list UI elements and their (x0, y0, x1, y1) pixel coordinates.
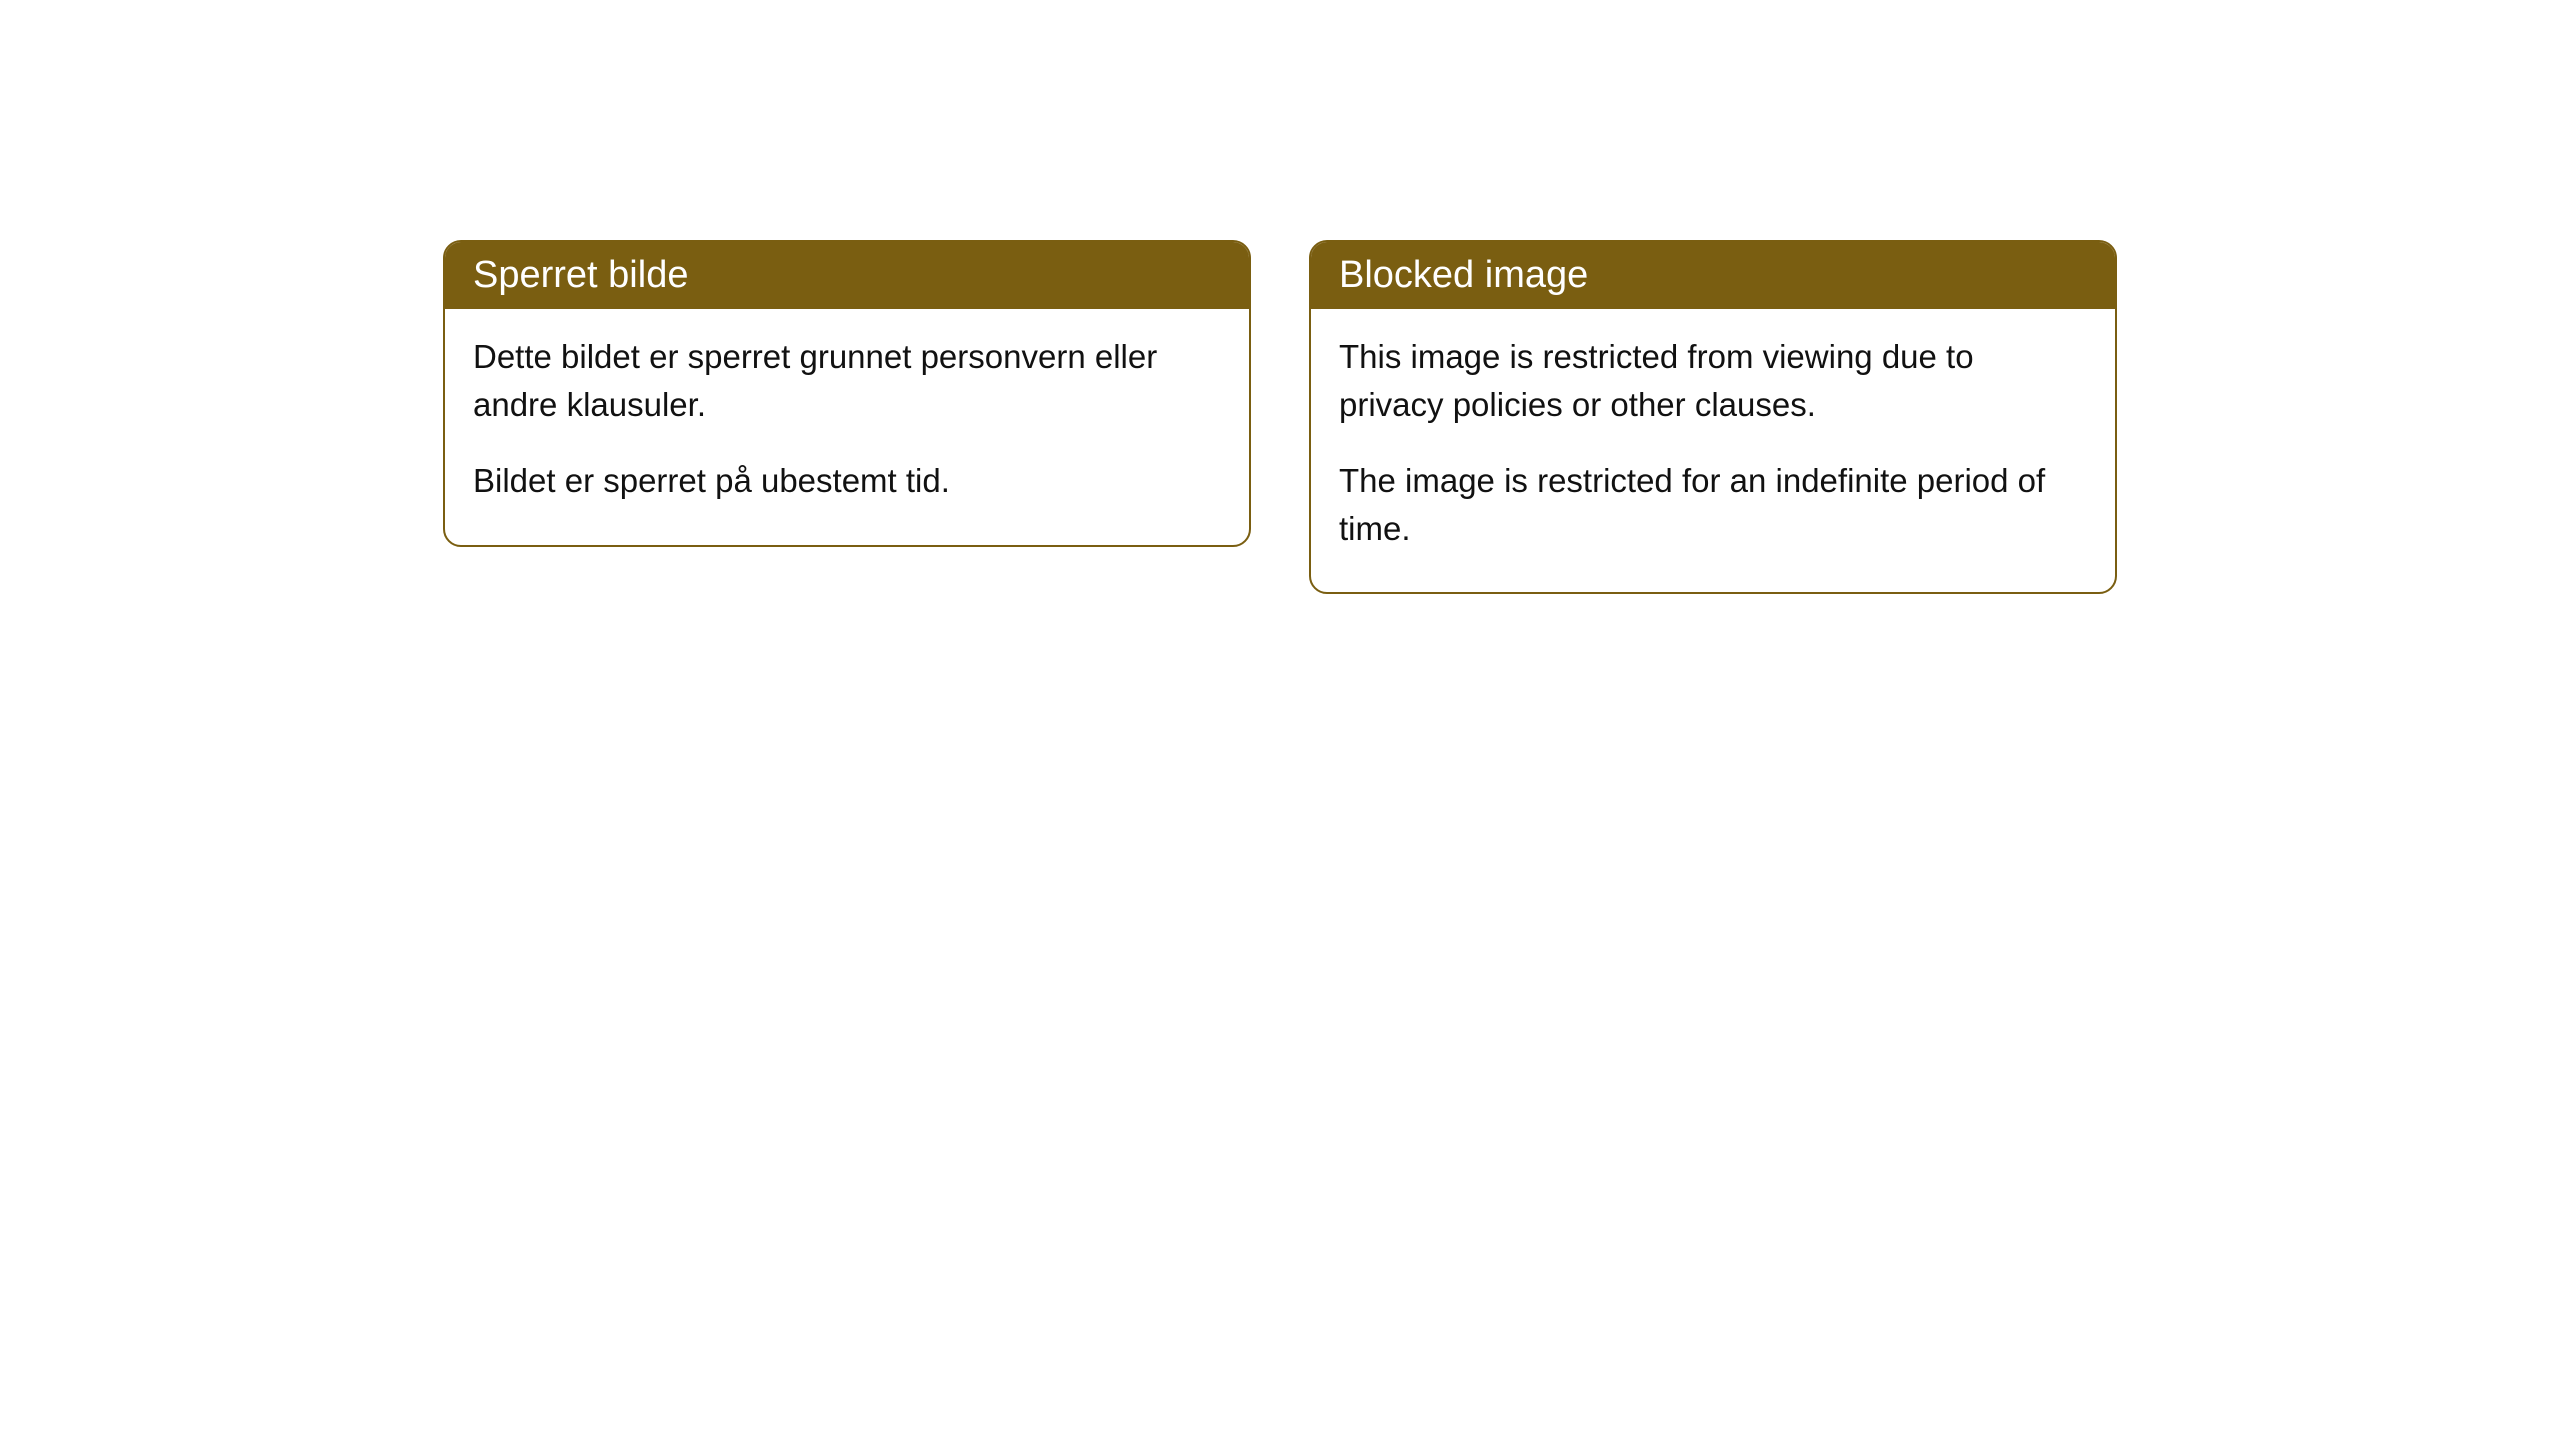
card-body: This image is restricted from viewing du… (1311, 309, 2115, 592)
card-paragraph: Dette bildet er sperret grunnet personve… (473, 333, 1221, 429)
card-header: Sperret bilde (445, 242, 1249, 309)
card-body: Dette bildet er sperret grunnet personve… (445, 309, 1249, 545)
card-header: Blocked image (1311, 242, 2115, 309)
blocked-image-card-en: Blocked image This image is restricted f… (1309, 240, 2117, 594)
blocked-image-card-no: Sperret bilde Dette bildet er sperret gr… (443, 240, 1251, 547)
card-paragraph: Bildet er sperret på ubestemt tid. (473, 457, 1221, 505)
card-paragraph: The image is restricted for an indefinit… (1339, 457, 2087, 553)
card-title: Sperret bilde (473, 254, 688, 296)
card-title: Blocked image (1339, 254, 1588, 296)
card-paragraph: This image is restricted from viewing du… (1339, 333, 2087, 429)
